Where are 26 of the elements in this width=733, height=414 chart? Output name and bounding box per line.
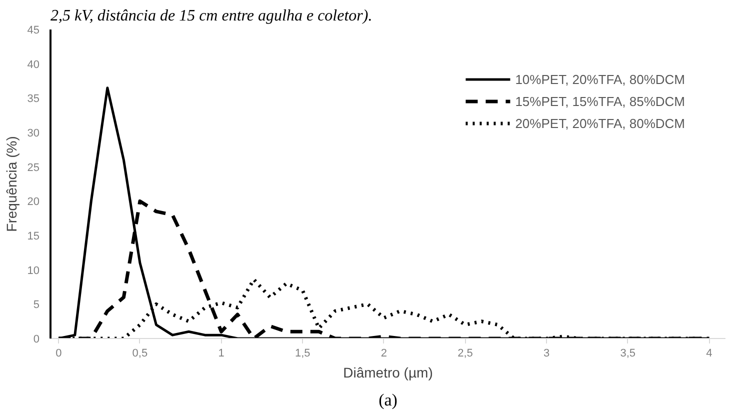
x-tick-label: 3 (544, 348, 550, 360)
x-tick-label: 1,5 (294, 348, 310, 360)
x-tick-label: 2 (380, 348, 387, 360)
x-tick-label: 0 (56, 348, 62, 360)
legend-label: 20%PET, 20%TFA, 80%DCM (515, 116, 685, 130)
y-tick-label: 35 (27, 93, 40, 106)
x-tick-label: 1 (218, 348, 224, 360)
y-tick-label: 30 (27, 128, 40, 140)
y-tick-label: 20 (27, 196, 40, 208)
text: 2,5 kV, distância de 15 cm entre agulha e coletor). (50, 8, 372, 24)
y-tick-label: 40 (27, 58, 40, 71)
y-tick-label: 0 (33, 334, 40, 346)
legend-label: 15%PET, 15%TFA, 85%DCM (515, 94, 685, 108)
x-tick-label: 0,5 (132, 348, 148, 360)
legend-label: 10%PET, 20%TFA, 80%DCM (515, 72, 685, 86)
x-tick-label: 3,5 (620, 348, 636, 360)
x-axis-title: Diâmetro (µm) (343, 364, 433, 380)
x-tick-label: 4 (706, 348, 712, 360)
y-axis-title: Frequência (%) (3, 136, 20, 232)
y-tick-label: 45 (27, 24, 40, 36)
y-tick-label: 10 (27, 264, 40, 277)
y-tick-label: 15 (27, 230, 40, 242)
y-tick-label: 5 (33, 299, 40, 312)
y-tick-label: 25 (27, 162, 40, 174)
text: (a) (378, 390, 398, 410)
x-tick-label: 2,5 (458, 348, 473, 360)
